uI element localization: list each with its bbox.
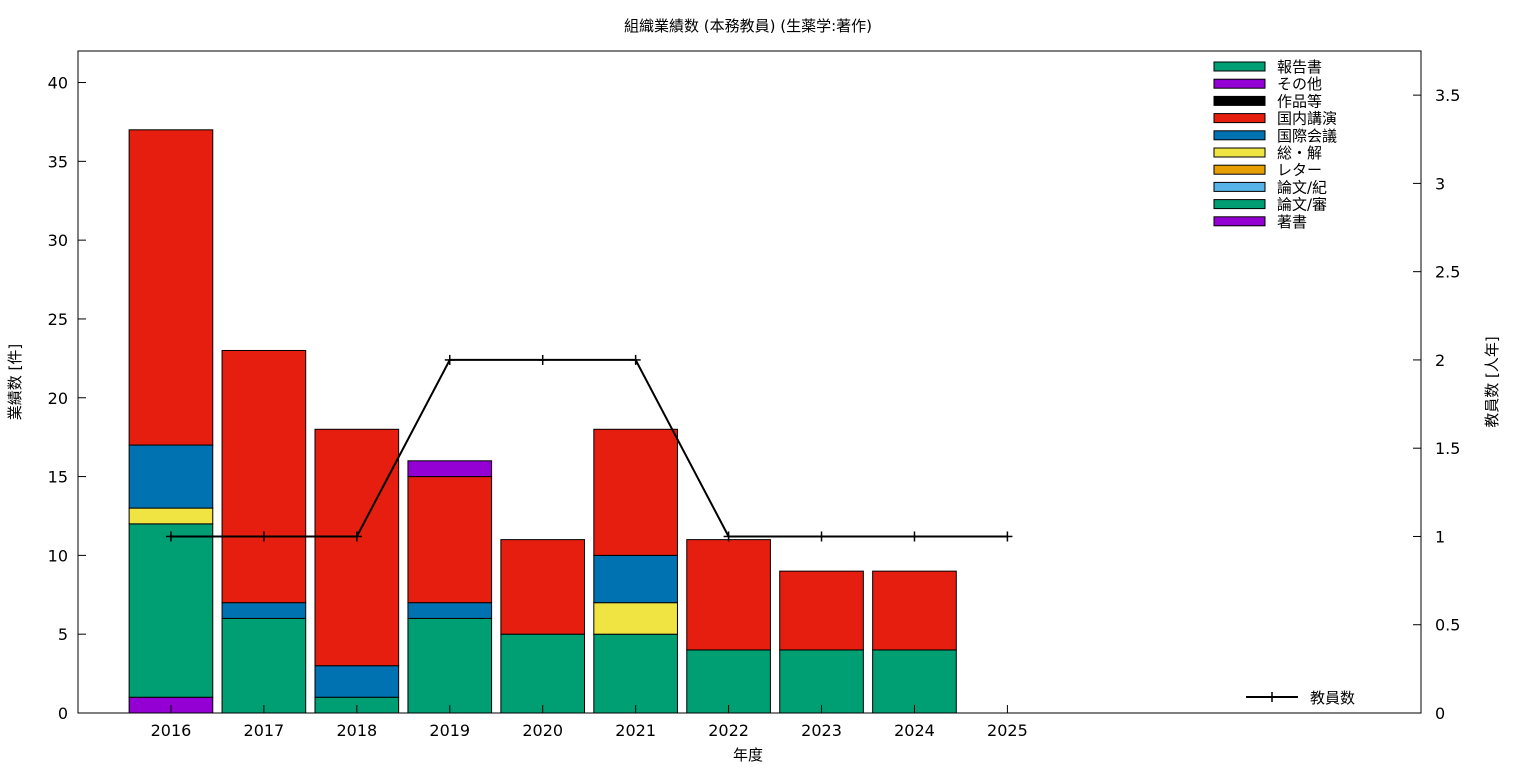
bar-segment [407,476,493,604]
legend-swatch [1213,216,1266,227]
bars-layer [128,129,957,714]
bar-segment [407,460,493,478]
legend-swatch [1213,78,1266,89]
legend-swatch [1213,61,1266,72]
legend-swatch [1213,199,1266,210]
x-tick-label: 2017 [244,721,285,740]
x-tick-label: 2018 [336,721,377,740]
bar-segment [686,649,771,714]
y2-tick-label: 3.5 [1435,86,1460,105]
bar-segment [593,428,678,556]
legend-label: 国内講演 [1277,110,1337,128]
bar-segment [500,539,586,635]
y-tick-label: 10 [48,546,68,565]
legend-swatch [1213,95,1266,106]
x-tick-label: 2021 [615,721,656,740]
bar-segment [407,602,493,619]
bar-segment [779,570,864,651]
bar-segment [593,554,678,604]
x-tick-label: 2022 [708,721,749,740]
y-tick-label: 5 [58,625,68,644]
legend-label: 総・解 [1277,144,1322,162]
x-tick-label: 2025 [987,721,1028,740]
y-tick-label: 35 [48,152,68,171]
bar-segment [872,570,957,651]
bar-segment [128,129,214,446]
bar-segment [500,633,586,714]
legend-label: 国際会議 [1277,127,1337,145]
legend-swatch [1213,113,1266,124]
y2-tick-label: 2.5 [1435,263,1460,282]
y2-tick-label: 0.5 [1435,616,1460,635]
y2-tick-label: 1.5 [1435,439,1460,458]
legend-label: 報告書 [1277,58,1322,76]
legend-label: 作品等 [1277,92,1322,110]
legend-label: 論文/紀 [1277,178,1327,196]
legend-label: その他 [1277,75,1322,93]
bar-segment [872,649,957,714]
y2-tick-label: 1 [1435,527,1445,546]
y-tick-label: 15 [48,468,68,487]
y-tick-label: 20 [48,389,68,408]
x-tick-label: 2019 [429,721,470,740]
bar-segment [221,617,307,714]
y2-tick-label: 0 [1435,704,1445,723]
x-tick-label: 2024 [894,721,935,740]
chart-title: 組織業績数 (本務教員) (生薬学:著作) [624,17,872,35]
line-layer [165,354,1013,542]
bar-segment [221,602,307,619]
bar-segment [407,617,493,714]
y-tick-label: 25 [48,310,68,329]
bar-segment [779,649,864,714]
legend-line-label: 教員数 [1310,689,1355,707]
legend-label: 著書 [1277,213,1307,231]
teacher-count-line [170,358,1008,538]
legend-label: 論文/審 [1277,196,1327,214]
y-tick-label: 40 [48,74,68,93]
legend-swatch [1213,147,1266,158]
legend-label: レター [1277,161,1322,179]
bar-segment [221,349,307,604]
bar-segment [128,507,214,525]
bar-segment [314,428,400,667]
x-tick-label: 2023 [801,721,842,740]
plot-frame [77,50,1422,714]
bar-segment [686,539,771,651]
y-tick-label: 0 [58,704,68,723]
bar-segment [593,602,678,635]
bar-segment [128,523,214,698]
bar-segment [128,444,214,509]
legend-swatch [1213,130,1266,141]
x-tick-label: 2020 [522,721,563,740]
y2-axis-title: 教員数 [人年] [1483,336,1501,427]
bar-segment [593,633,678,714]
y-tick-label: 30 [48,231,68,250]
bar-segment [314,665,400,698]
legend-swatch [1213,164,1266,175]
y2-tick-label: 3 [1435,174,1445,193]
y-axis-title: 業績数 [件] [6,344,24,420]
legend-swatch [1213,181,1266,192]
x-tick-label: 2016 [151,721,192,740]
x-axis-title: 年度 [733,746,763,764]
y2-tick-label: 2 [1435,351,1445,370]
